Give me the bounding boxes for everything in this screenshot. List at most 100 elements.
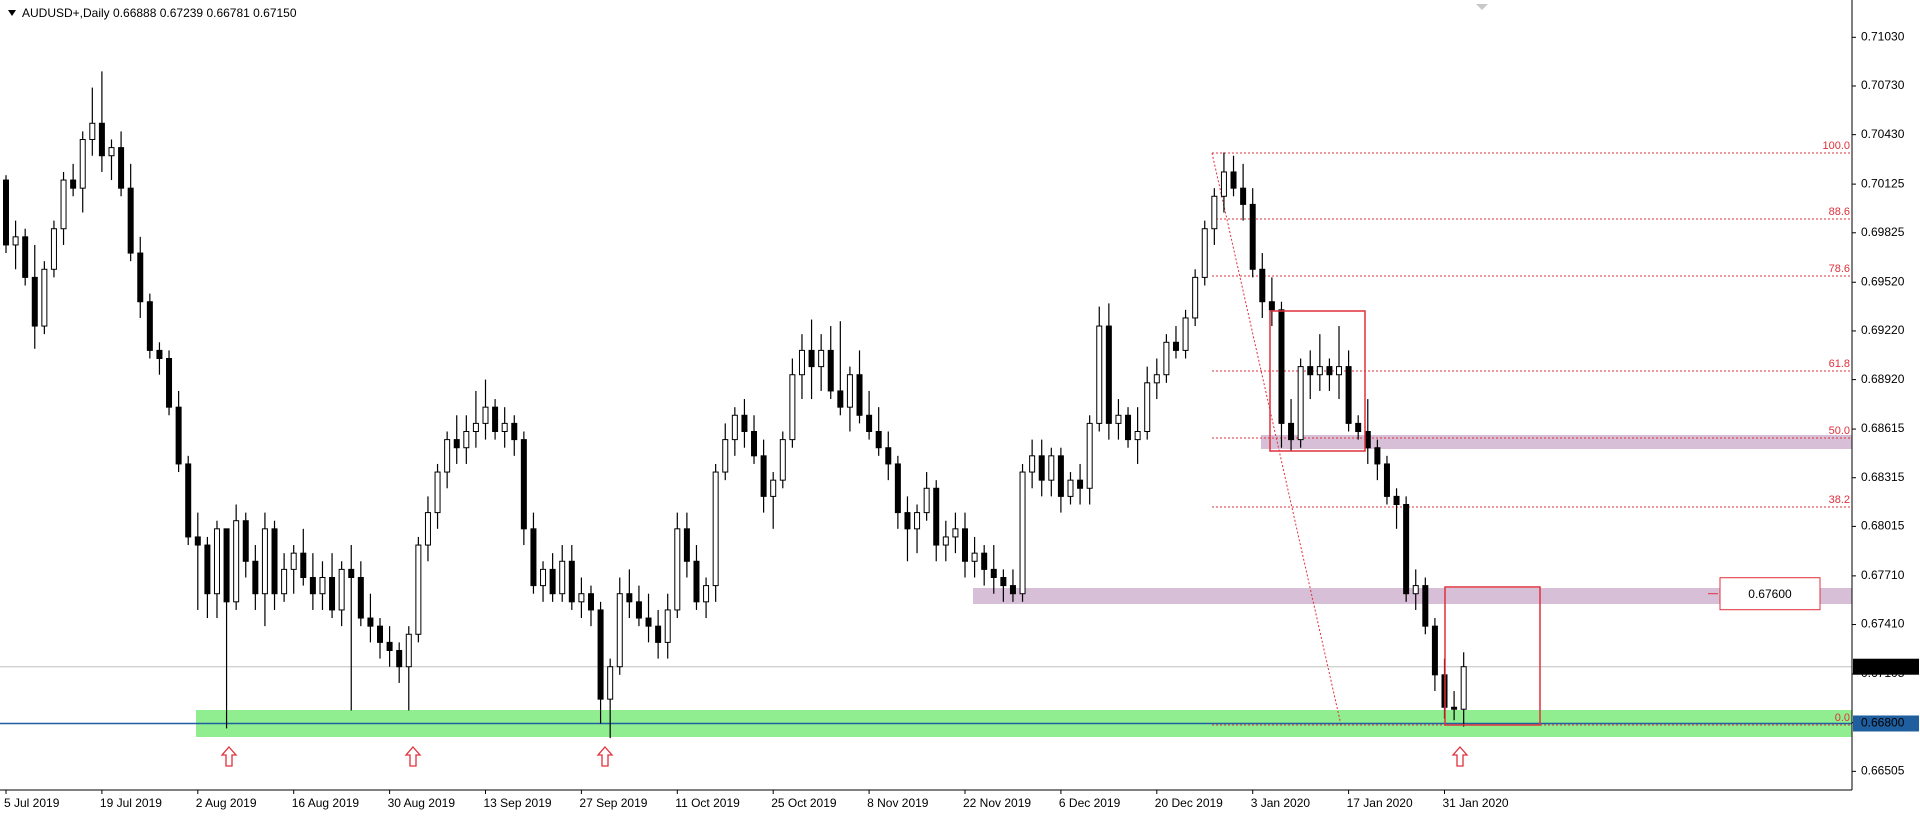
candle-body	[607, 666, 614, 700]
candle-body	[703, 585, 710, 603]
candle-body	[1067, 479, 1074, 497]
chart-title: AUDUSD+,Daily 0.66888 0.67239 0.66781 0.…	[22, 6, 297, 20]
candle-body	[1000, 576, 1007, 587]
candle-body	[866, 414, 873, 432]
y-tick-label: 0.66505	[1861, 764, 1905, 778]
candle-body	[415, 544, 422, 635]
x-tick-label: 27 Sep 2019	[579, 796, 647, 810]
candle-body	[1077, 479, 1084, 489]
candle-body	[616, 593, 623, 668]
highlight-box	[1444, 586, 1541, 726]
x-tick-label: 16 Aug 2019	[292, 796, 360, 810]
candle-body	[319, 576, 326, 595]
candle-body	[1105, 325, 1112, 424]
candle-body	[1211, 195, 1218, 230]
resistance-zone	[1261, 435, 1852, 449]
candle-body	[137, 252, 144, 303]
candle-body	[1125, 414, 1132, 441]
fib-label: 38.2	[1829, 494, 1850, 506]
x-tick-label: 2 Aug 2019	[196, 796, 257, 810]
candle-body	[693, 560, 700, 603]
x-tick-label: 25 Oct 2019	[771, 796, 837, 810]
candle-body	[501, 422, 508, 432]
current-price-label: 0.67150	[1861, 659, 1905, 673]
candle-body	[261, 528, 268, 595]
candle-body	[89, 122, 96, 141]
candle-body	[290, 552, 297, 570]
candle-body	[789, 374, 796, 441]
candle-body	[818, 349, 825, 368]
x-tick-label: 19 Jul 2019	[100, 796, 162, 810]
candle-body	[568, 560, 575, 603]
candle-body	[444, 439, 451, 473]
candle-body	[540, 568, 547, 587]
candle-body	[453, 439, 460, 449]
candle-body	[856, 374, 863, 416]
candle-body	[1278, 309, 1285, 424]
candle-body	[1240, 187, 1247, 205]
candle-body	[664, 609, 671, 643]
fib-label: 0.0	[1835, 712, 1850, 724]
menu-arrow[interactable]	[8, 10, 16, 16]
fib-label: 61.8	[1829, 358, 1850, 370]
candle-body	[827, 349, 834, 392]
candle-body	[1403, 503, 1410, 595]
candle-body	[223, 528, 230, 603]
x-tick-label: 31 Jan 2020	[1443, 796, 1509, 810]
candle-body	[118, 147, 125, 189]
candle-body	[492, 406, 499, 432]
candle-body	[348, 568, 355, 578]
candle-body	[779, 439, 786, 481]
y-tick-label: 0.70430	[1861, 127, 1905, 141]
arrows	[220, 746, 1469, 767]
candle-body	[233, 520, 240, 603]
up-arrow	[404, 746, 422, 767]
candle-body	[837, 390, 844, 408]
candle-body	[1374, 447, 1381, 465]
candle-body	[377, 625, 384, 643]
up-arrow	[220, 746, 238, 767]
candle-body	[357, 576, 364, 619]
candle-body	[1307, 366, 1314, 376]
price-lines: 0.67600	[0, 577, 1852, 725]
candle-body	[242, 520, 249, 562]
candle-body	[770, 479, 777, 497]
candle-body	[1355, 422, 1362, 432]
candle-body	[1431, 625, 1438, 676]
y-tick-label: 0.69220	[1861, 323, 1905, 337]
candle-body	[252, 560, 259, 595]
candle-body	[1038, 455, 1045, 481]
candle-body	[904, 512, 911, 530]
y-tick-label: 0.68315	[1861, 470, 1905, 484]
candle-body	[712, 471, 719, 587]
candle-body	[1451, 706, 1458, 710]
candle-body	[1115, 414, 1122, 424]
candle-body	[166, 358, 173, 408]
candle-body	[1029, 455, 1036, 473]
candle-body	[798, 349, 805, 376]
y-tick-label: 0.70125	[1861, 176, 1905, 190]
y-tick-label: 0.68615	[1861, 421, 1905, 435]
candle-body	[1057, 455, 1064, 497]
candle-body	[98, 122, 105, 157]
y-tick-label: 0.67710	[1861, 568, 1905, 582]
candle-body	[185, 463, 192, 538]
candle-body	[751, 430, 758, 457]
support-label: 0.66800	[1861, 716, 1905, 730]
y-tick-label: 0.71030	[1861, 29, 1905, 43]
candle-body	[175, 406, 182, 465]
candle-body	[645, 617, 652, 627]
candle-body	[1288, 422, 1295, 441]
candle-body	[1383, 463, 1390, 497]
candle-body	[1422, 585, 1429, 627]
axes: 0.71030 0.70730 0.70430 0.70125 0.69825 0.695…	[4, 29, 1919, 810]
candle-body	[520, 439, 527, 530]
candle-body	[1019, 471, 1026, 595]
candle-body	[530, 528, 537, 587]
scroll-marker	[1476, 4, 1488, 10]
candle-body	[1201, 228, 1208, 278]
x-tick-label: 8 Nov 2019	[867, 796, 929, 810]
candle-body	[1182, 317, 1189, 351]
